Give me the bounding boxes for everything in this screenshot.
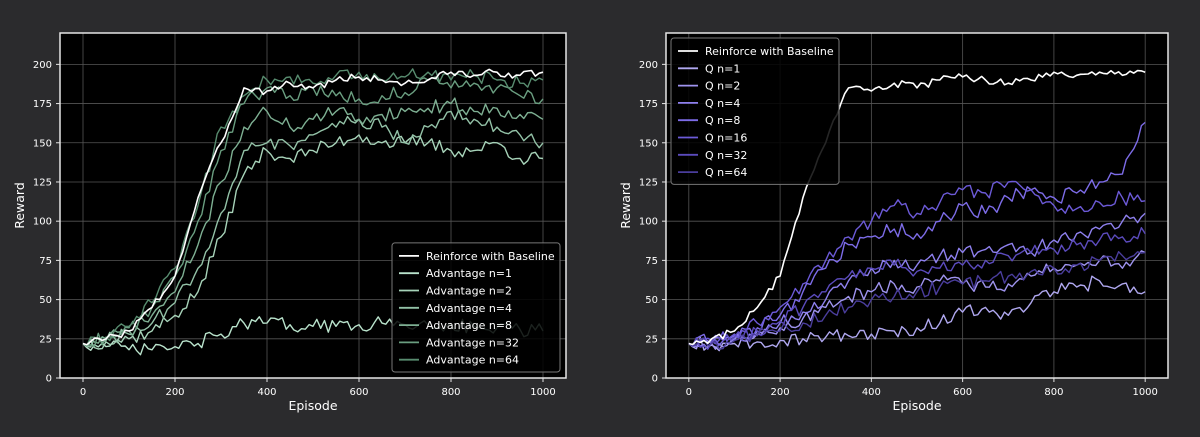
y-axis-label: Reward (618, 182, 633, 229)
legend-entry: Advantage n=1 (426, 267, 512, 280)
y-tick-label: 50 (645, 295, 658, 306)
x-tick-label: 600 (349, 387, 368, 398)
x-tick-label: 1000 (1132, 387, 1157, 398)
y-tick-label: 175 (639, 99, 658, 110)
legend-entry: Advantage n=4 (426, 302, 512, 315)
legend-entry: Advantage n=8 (426, 319, 512, 332)
legend-entry: Reinforce with Baseline (426, 250, 555, 263)
y-tick-label: 125 (639, 177, 658, 188)
series-line (688, 69, 1146, 346)
x-tick-label: 600 (953, 387, 972, 398)
plot-frame (59, 32, 567, 379)
y-tick-label: 0 (46, 374, 52, 385)
x-tick-label: 200 (771, 387, 790, 398)
x-tick-label: 400 (257, 387, 276, 398)
legend-entry: Q n=8 (705, 114, 740, 127)
series-line (688, 250, 1146, 350)
legend-entry: Q n=32 (705, 149, 747, 162)
series-line (688, 275, 1146, 352)
y-tick-label: 200 (33, 60, 52, 71)
y-axis-label: Reward (12, 182, 27, 229)
y-tick-label: 100 (33, 217, 52, 228)
x-tick-label: 0 (686, 387, 692, 398)
legend-entry: Advantage n=64 (426, 354, 519, 367)
legend: Reinforce with Baseline Q n=1 Q n=2 Q n=4 Q … (670, 37, 840, 185)
x-axis-label: Episode (892, 398, 941, 413)
q-chart: 0 200 400 600 800 1000 0 25 50 75 100 125 150 175 200 E… (618, 32, 1169, 413)
legend-entry: Advantage n=2 (426, 285, 512, 298)
series-line (688, 227, 1146, 350)
legend: Reinforce with Baseline Advantage n=1 Adva… (391, 242, 561, 373)
legend-entry: Q n=16 (705, 132, 747, 145)
y-tick-label: 75 (39, 256, 52, 267)
x-tick-label: 800 (1044, 387, 1063, 398)
legend-entry: Q n=64 (705, 166, 747, 179)
series-line (82, 68, 544, 346)
legend-entry: Q n=2 (705, 80, 740, 93)
y-tick-label: 150 (33, 138, 52, 149)
series-line (82, 134, 544, 350)
series-line (688, 180, 1146, 347)
legend-box (670, 37, 840, 185)
y-tick-label: 75 (645, 256, 658, 267)
x-tick-label: 800 (441, 387, 460, 398)
legend-box (391, 242, 561, 373)
y-tick-label: 175 (33, 99, 52, 110)
x-tick-label: 1000 (530, 387, 555, 398)
x-tick-label: 400 (862, 387, 881, 398)
plot-frame (665, 32, 1169, 379)
x-tick-label: 0 (80, 387, 86, 398)
y-tick-label: 50 (39, 295, 52, 306)
series-line (688, 251, 1146, 350)
y-tick-label: 0 (652, 374, 658, 385)
x-axis-label: Episode (288, 398, 337, 413)
y-tick-label: 200 (639, 60, 658, 71)
legend-entry: Reinforce with Baseline (705, 45, 834, 58)
series-line (82, 97, 544, 347)
y-tick-label: 150 (639, 138, 658, 149)
y-tick-label: 100 (639, 217, 658, 228)
legend-entry: Advantage n=32 (426, 336, 519, 349)
y-tick-label: 125 (33, 177, 52, 188)
legend-entry: Q n=4 (705, 97, 740, 110)
y-tick-label: 25 (645, 334, 658, 345)
advantage-chart: 0 200 400 600 800 1000 0 25 50 75 100 125 150 175 200 E… (12, 32, 567, 413)
y-tick-label: 25 (39, 334, 52, 345)
series-line (82, 109, 544, 348)
series-line (82, 68, 544, 347)
x-tick-label: 200 (165, 387, 184, 398)
legend-entry: Q n=1 (705, 62, 740, 75)
